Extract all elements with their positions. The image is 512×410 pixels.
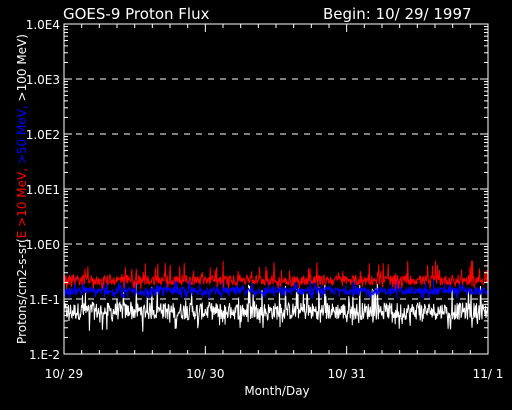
y-axis: 1.0E4 1.0E3 1.0E2 1.0E1 1.0E0 1.E-1 1.E-2 — [26, 18, 488, 362]
y-tick-label: 1.E-1 — [29, 293, 60, 307]
y-tick-label: 1.0E1 — [26, 183, 60, 197]
y-axis-label-part: >50 MeV, — [15, 105, 29, 168]
y-axis-label-part: Protons/cm2-s-sr( — [15, 238, 29, 344]
x-tick-label: 10/ 31 — [327, 367, 365, 381]
series-line — [63, 277, 489, 299]
x-tick-label: 10/ 30 — [186, 367, 224, 381]
grid-lines — [64, 78, 488, 300]
data-series — [63, 260, 489, 332]
y-axis-label-part: >100 MeV) — [15, 34, 29, 105]
y-tick-label: 1.E-2 — [29, 348, 60, 362]
x-axis-label: Month/Day — [244, 384, 309, 398]
x-tick-label: 10/ 29 — [45, 367, 83, 381]
y-tick-label: 1.0E3 — [26, 73, 60, 87]
y-tick-label: 1.0E2 — [26, 128, 60, 142]
series-line — [63, 260, 489, 290]
x-axis: 10/ 29 10/ 30 10/ 31 11/ 1 — [45, 24, 504, 381]
y-tick-label: 1.0E4 — [26, 18, 60, 32]
series-line — [63, 282, 489, 332]
y-tick-label: 1.0E0 — [26, 238, 60, 252]
y-axis-label-part: E >10 MeV, — [15, 168, 29, 238]
chart-title: GOES-9 Proton Flux — [63, 5, 210, 23]
x-tick-label: 11/ 1 — [473, 367, 504, 381]
begin-date: Begin: 10/ 29/ 1997 — [323, 5, 472, 23]
y-axis-label: Protons/cm2-s-sr(E >10 MeV, >50 MeV, >10… — [15, 34, 29, 344]
